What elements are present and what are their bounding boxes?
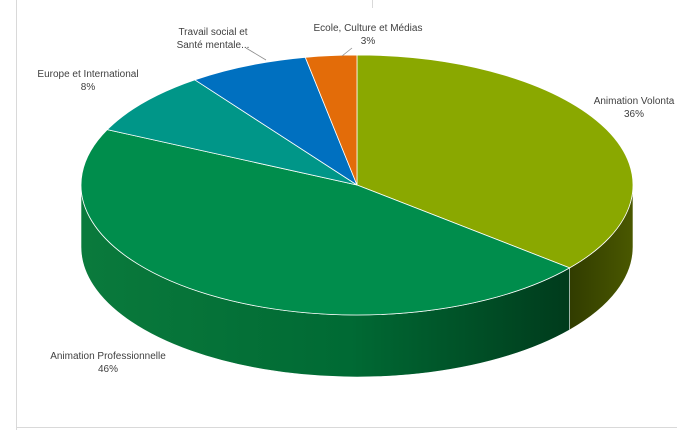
leader-line-4 xyxy=(341,47,353,57)
data-label-0: Animation Volonta 36% xyxy=(594,96,675,120)
pie-slice-4 xyxy=(304,54,358,186)
data-labels: Animation Volonta 36% Animation Profession… xyxy=(37,23,674,375)
data-label-2: Europe et International 8% xyxy=(37,69,138,93)
chart-frame-bottom xyxy=(16,427,677,428)
data-label-1: Animation Professionnelle 46% xyxy=(50,351,166,375)
leader-line-3 xyxy=(245,47,267,61)
pie-slice-2 xyxy=(106,79,358,186)
chart-frame-top-right xyxy=(372,0,373,8)
pie-slice-1 xyxy=(80,129,571,316)
chart-frame-left xyxy=(16,0,17,430)
leader-lines xyxy=(245,47,353,61)
pie-slices xyxy=(80,54,634,316)
data-label-3: Travail social et Santé mentale... xyxy=(177,27,250,51)
pie-slice-0 xyxy=(356,54,634,269)
data-label-4: Ecole, Culture et Médias 3% xyxy=(314,23,423,47)
pie-slice-3 xyxy=(194,56,358,186)
